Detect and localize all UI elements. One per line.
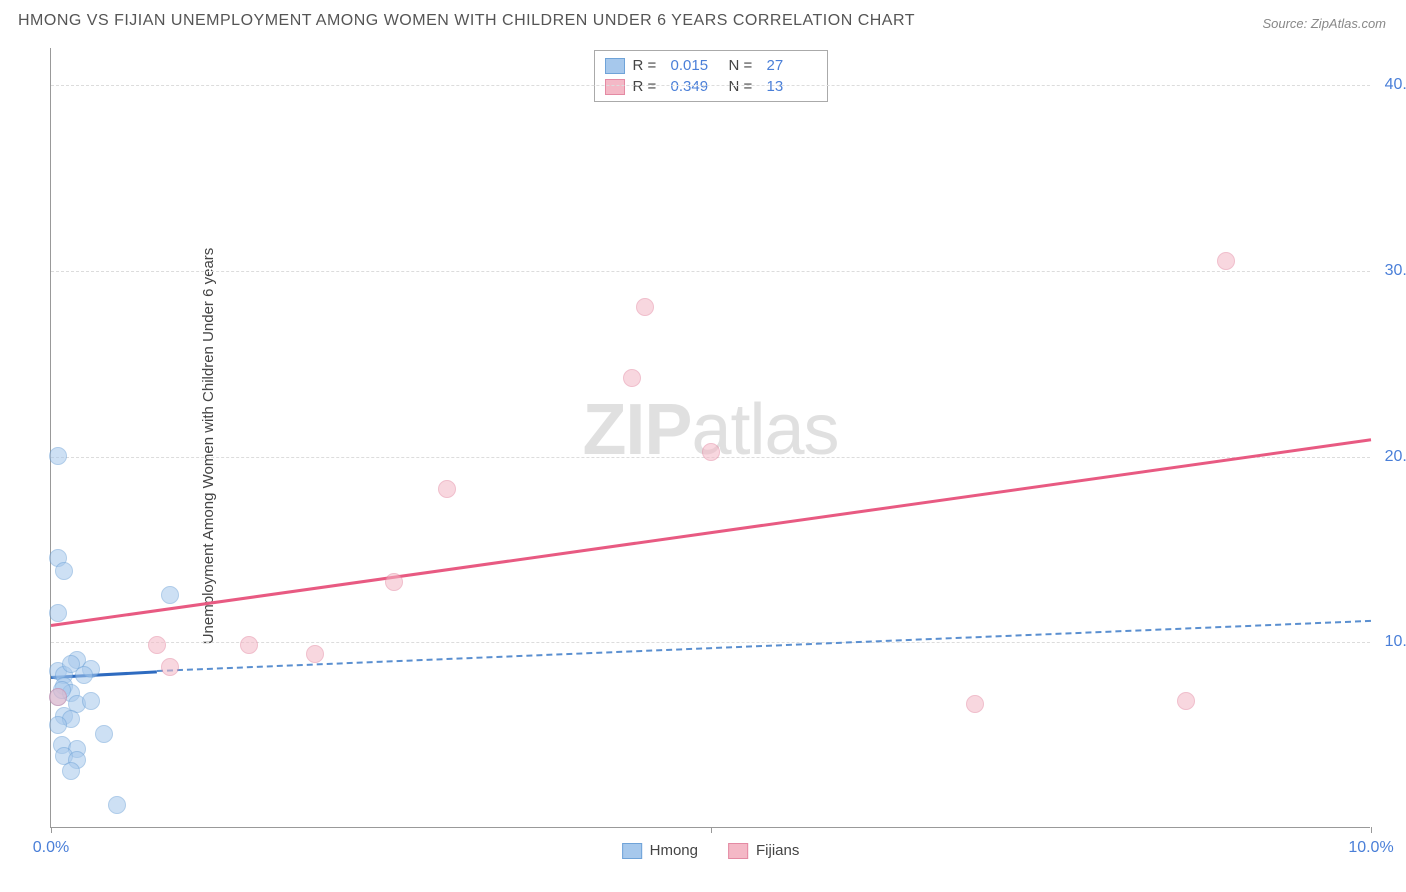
scatter-point xyxy=(306,645,324,663)
scatter-point xyxy=(108,796,126,814)
scatter-point xyxy=(385,573,403,591)
source-attribution: Source: ZipAtlas.com xyxy=(1262,16,1386,31)
legend-swatch xyxy=(728,843,748,859)
scatter-point xyxy=(623,369,641,387)
scatter-point xyxy=(161,586,179,604)
y-tick-label: 10.0% xyxy=(1385,633,1406,651)
scatter-point xyxy=(75,666,93,684)
y-tick-label: 20.0% xyxy=(1385,448,1406,466)
legend-row: R = 0.349 N = 13 xyxy=(605,76,817,97)
scatter-point xyxy=(49,447,67,465)
scatter-point xyxy=(62,762,80,780)
scatter-point xyxy=(95,725,113,743)
scatter-point xyxy=(636,298,654,316)
legend-n-value: 13 xyxy=(767,78,817,95)
scatter-point xyxy=(438,480,456,498)
x-tick-label: 10.0% xyxy=(1348,839,1393,857)
scatter-point xyxy=(49,604,67,622)
y-tick-label: 30.0% xyxy=(1385,262,1406,280)
scatter-point xyxy=(702,443,720,461)
y-tick-label: 40.0% xyxy=(1385,76,1406,94)
legend-swatch xyxy=(605,79,625,95)
watermark-bold: ZIP xyxy=(582,390,691,470)
grid-line xyxy=(51,271,1370,272)
series-legend: Hmong Fijians xyxy=(622,842,800,859)
trend-line xyxy=(51,438,1371,627)
scatter-point xyxy=(161,658,179,676)
scatter-point xyxy=(1177,692,1195,710)
scatter-point xyxy=(55,562,73,580)
x-tick-mark xyxy=(711,827,712,833)
correlation-chart: HMONG VS FIJIAN UNEMPLOYMENT AMONG WOMEN… xyxy=(0,0,1406,892)
legend-item: Hmong xyxy=(622,842,698,859)
scatter-point xyxy=(82,692,100,710)
scatter-point xyxy=(966,695,984,713)
scatter-point xyxy=(148,636,166,654)
legend-row: R = 0.015 N = 27 xyxy=(605,55,817,76)
legend-r-value: 0.015 xyxy=(671,57,721,74)
grid-line xyxy=(51,85,1370,86)
x-tick-mark xyxy=(51,827,52,833)
x-tick-label: 0.0% xyxy=(33,839,69,857)
legend-n-label: N = xyxy=(729,78,759,95)
legend-n-label: N = xyxy=(729,57,759,74)
trend-line xyxy=(157,620,1371,672)
scatter-point xyxy=(240,636,258,654)
legend-r-label: R = xyxy=(633,78,663,95)
legend-item: Fijians xyxy=(728,842,799,859)
x-tick-mark xyxy=(1371,827,1372,833)
scatter-point xyxy=(49,688,67,706)
legend-label: Fijians xyxy=(756,842,799,859)
legend-r-label: R = xyxy=(633,57,663,74)
legend-swatch xyxy=(605,58,625,74)
legend-n-value: 27 xyxy=(767,57,817,74)
legend-swatch xyxy=(622,843,642,859)
scatter-point xyxy=(49,716,67,734)
chart-title: HMONG VS FIJIAN UNEMPLOYMENT AMONG WOMEN… xyxy=(18,12,915,30)
legend-r-value: 0.349 xyxy=(671,78,721,95)
correlation-legend: R = 0.015 N = 27 R = 0.349 N = 13 xyxy=(594,50,828,102)
plot-area: ZIPatlas R =0.015N =27R =0.349N =13 Hmon… xyxy=(50,48,1370,828)
scatter-point xyxy=(1217,252,1235,270)
legend-label: Hmong xyxy=(650,842,698,859)
